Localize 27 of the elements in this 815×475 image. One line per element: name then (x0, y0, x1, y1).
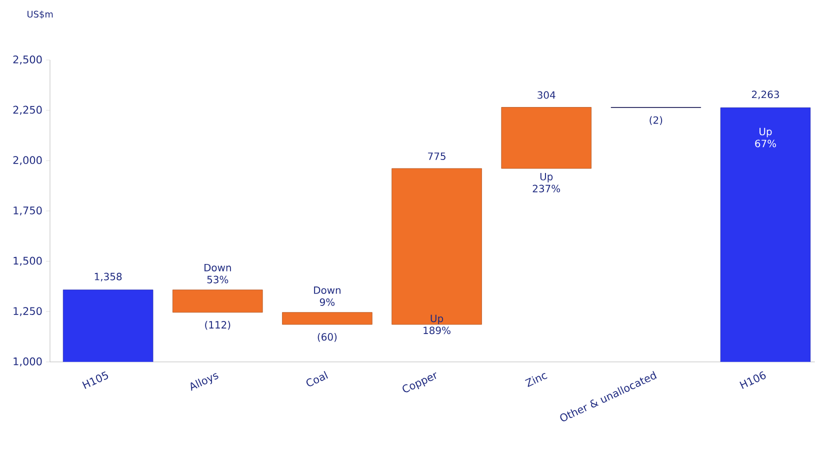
data-label: 1,358 (94, 272, 122, 282)
y-tick-label: 2,500 (13, 56, 42, 65)
annotation: Up 67% (755, 128, 776, 148)
y-tick-label: 1,000 (14, 357, 42, 366)
y-tick-label: 1,250 (14, 307, 42, 316)
bar (501, 107, 592, 169)
data-label: (112) (205, 320, 230, 330)
data-label: 304 (538, 91, 556, 99)
annotation: Down 53% (204, 264, 231, 284)
annotation: Up 237% (532, 173, 560, 192)
x-tick-label: Coal (306, 371, 328, 386)
data-label: 2,263 (752, 90, 779, 100)
y-tick-label: 2,250 (13, 106, 42, 115)
annotation: Down 9% (314, 286, 340, 306)
data-label: 775 (428, 152, 446, 160)
data-label: (2) (650, 116, 662, 126)
bar (172, 290, 263, 313)
y-tick-label: 2,000 (13, 156, 42, 166)
x-tick-label: H105 (82, 371, 108, 389)
bar (282, 312, 372, 325)
y-tick-label: 1,500 (14, 256, 42, 266)
annotation: Up 189% (424, 314, 450, 334)
y-tick-label: 1,750 (14, 206, 42, 216)
x-tick-label: Zinc (524, 373, 548, 388)
y-axis-title: US$m (28, 10, 53, 19)
bar (392, 168, 482, 325)
data-label: (60) (318, 333, 337, 342)
